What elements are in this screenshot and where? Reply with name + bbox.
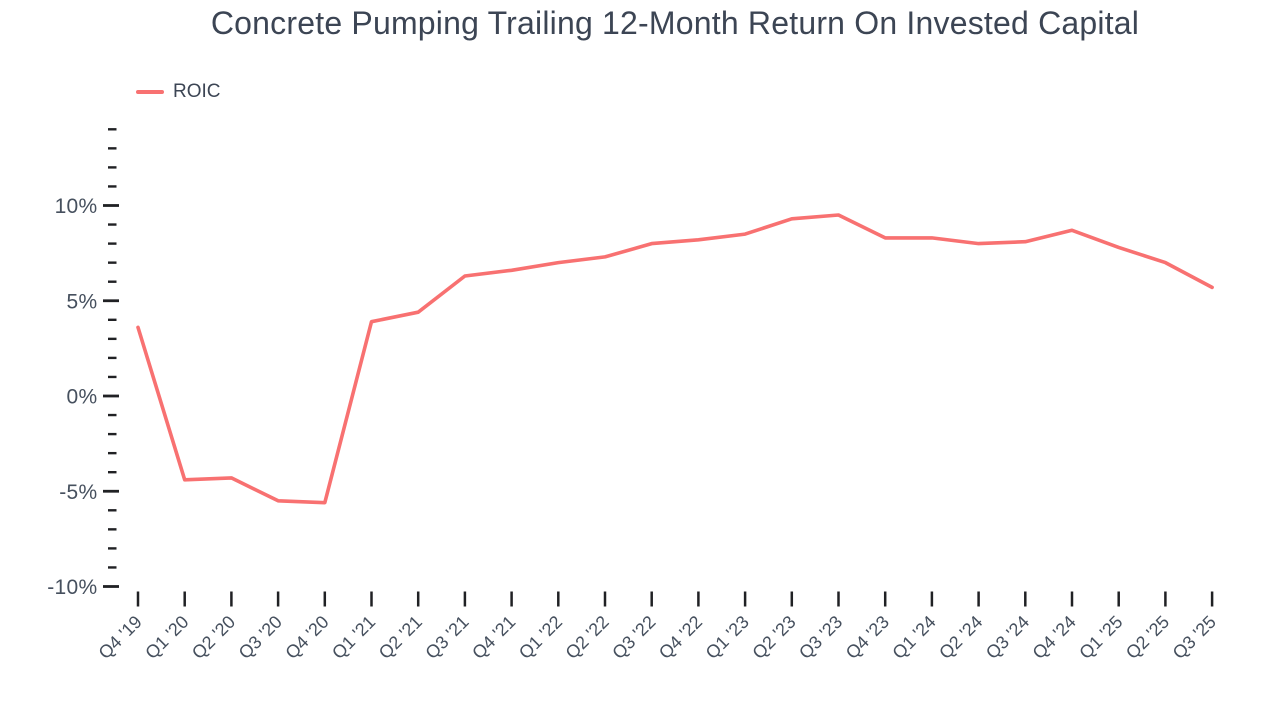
x-axis-label: Q4 '20 <box>281 612 332 663</box>
x-axis-label: Q2 '23 <box>748 612 799 663</box>
x-axis-label: Q3 '21 <box>421 612 472 663</box>
x-axis-label: Q2 '25 <box>1122 612 1173 663</box>
x-axis-label: Q4 '21 <box>468 612 519 663</box>
y-axis-label: 5% <box>67 290 98 313</box>
roic-series-line <box>136 213 1214 505</box>
x-axis-label: Q3 '24 <box>982 612 1033 663</box>
y-axis-label: 0% <box>67 386 98 409</box>
legend-label: ROIC <box>173 81 221 102</box>
x-axis-label: Q4 '24 <box>1029 612 1080 663</box>
legend-line-marker <box>136 89 164 95</box>
y-axis-label: 10% <box>55 195 98 218</box>
x-axis-label: Q1 '24 <box>888 612 939 663</box>
x-axis-label: Q2 '22 <box>562 612 613 663</box>
x-axis-label: Q3 '22 <box>608 612 659 663</box>
x-axis-label: Q2 '24 <box>935 612 986 663</box>
legend: ROIC <box>136 81 221 103</box>
y-axis-label: -10% <box>47 576 97 599</box>
y-axis-label: -5% <box>59 481 97 504</box>
x-axis-label: Q3 '23 <box>795 612 846 663</box>
x-axis-label: Q1 '25 <box>1075 612 1126 663</box>
x-axis-label: Q3 '25 <box>1169 612 1220 663</box>
chart-title: Concrete Pumping Trailing 12-Month Retur… <box>210 5 1140 41</box>
x-axis-label: Q2 '20 <box>188 612 239 663</box>
x-axis-label: Q4 '23 <box>842 612 893 663</box>
x-axis-label: Q1 '21 <box>328 612 379 663</box>
x-axis-label: Q3 '20 <box>235 612 286 663</box>
x-axis-label: Q1 '20 <box>141 612 192 663</box>
x-axis-label: Q2 '21 <box>375 612 426 663</box>
x-axis-label: Q1 '22 <box>515 612 566 663</box>
x-axis-label: Q1 '23 <box>702 612 753 663</box>
x-axis-label: Q4 '19 <box>95 612 146 663</box>
x-axis-label: Q4 '22 <box>655 612 706 663</box>
